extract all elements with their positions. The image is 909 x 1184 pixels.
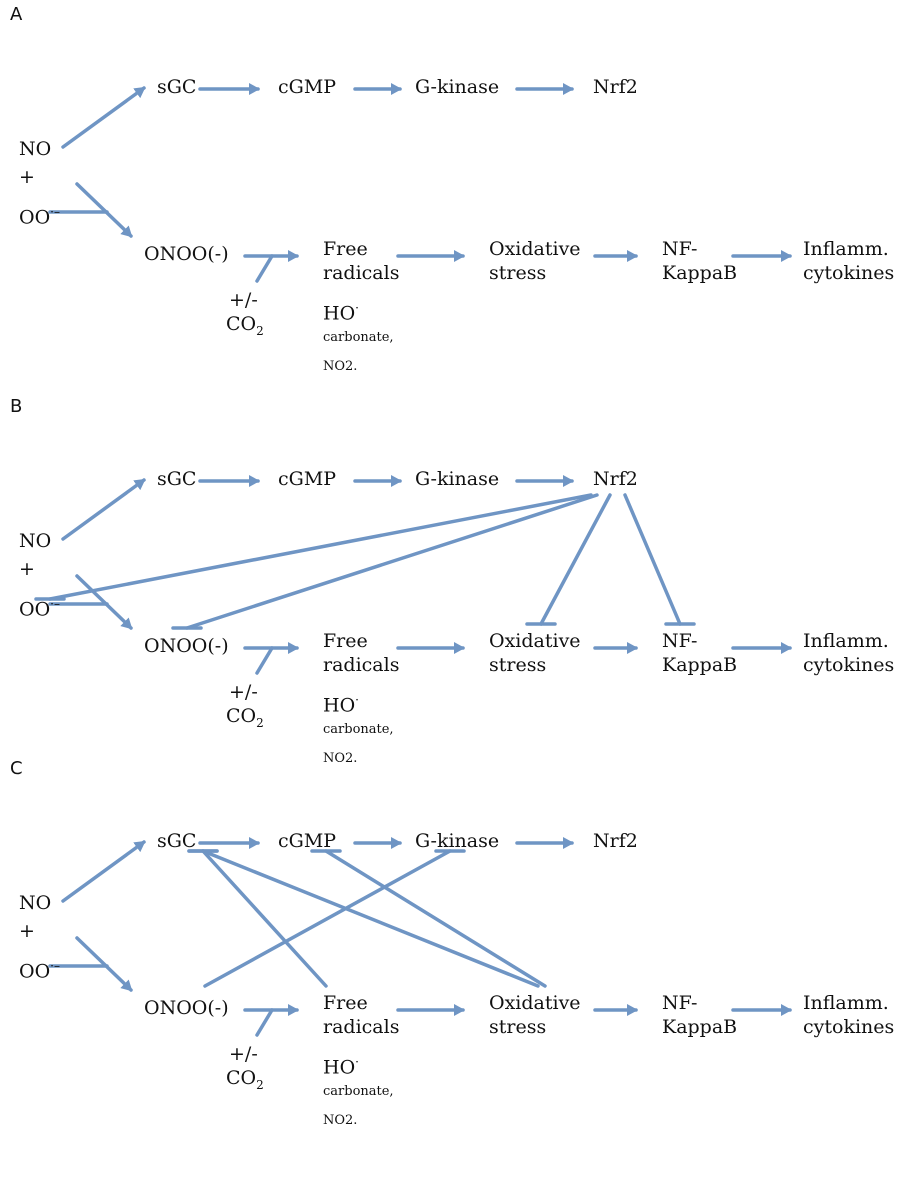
- node-cytokines-line1: Inflamm.: [803, 992, 889, 1014]
- node-oxidative-stress-line2: stress: [489, 654, 547, 676]
- inhibition-free-radicals-to-sgc: [201, 849, 328, 988]
- node-oxidative-stress-line1: Oxidative: [489, 992, 581, 1014]
- node-plus-minus: +/-: [229, 1043, 258, 1065]
- node-free-radicals-line2: radicals: [323, 654, 400, 676]
- node-superoxide: OO·–: [19, 959, 60, 983]
- node-free-radicals-line1: Free: [323, 992, 368, 1014]
- node-peroxynitrite: ONOO(-): [144, 997, 229, 1019]
- node-oxidative-stress-line1: Oxidative: [489, 630, 581, 652]
- node-sgc: sGC: [157, 76, 197, 98]
- node-hydroxyl-radical: HO·: [323, 1055, 359, 1079]
- inhibition-peroxynitrite-to-gkinase: [203, 849, 452, 988]
- arrow-layer: [34, 475, 792, 675]
- pathway-panel-a: A NO + OO·–: [0, 0, 909, 380]
- node-no2: NO2.: [323, 359, 358, 374]
- node-sgc: sGC: [157, 830, 197, 852]
- node-cytokines-line1: Inflamm.: [803, 238, 889, 260]
- node-nrf2: Nrf2: [593, 830, 638, 852]
- node-hydroxyl-radical: HO·: [323, 301, 359, 325]
- node-nfkappab-line1: NF-: [662, 238, 698, 260]
- node-nrf2: Nrf2: [593, 76, 638, 98]
- node-gkinase: G-kinase: [415, 76, 500, 98]
- inhibition-nrf2-to-oxidative-stress: [539, 493, 612, 626]
- node-cytokines-line2: cytokines: [803, 654, 895, 676]
- co2-join-line: [255, 646, 274, 675]
- pathway-panel-c: C NO + OO·–: [0, 754, 909, 1134]
- inhibition-nrf2-to-superoxide: [48, 493, 593, 601]
- node-superoxide: OO·–: [19, 205, 60, 229]
- node-cgmp: cGMP: [278, 830, 337, 852]
- node-superoxide: OO·–: [19, 597, 60, 621]
- node-cgmp: cGMP: [278, 76, 337, 98]
- node-carbonate: carbonate,: [323, 330, 394, 345]
- co2-join-line: [255, 254, 274, 283]
- node-nfkappab-line2: KappaB: [662, 1016, 738, 1038]
- node-gkinase: G-kinase: [415, 468, 500, 490]
- node-plus-minus: +/-: [229, 681, 258, 703]
- arrow-no-to-sgc: [61, 478, 146, 541]
- node-no: NO: [19, 138, 52, 160]
- co2-join-line: [255, 1008, 274, 1037]
- arrow-no-to-sgc: [61, 840, 146, 903]
- node-plus-minus: +/-: [229, 289, 258, 311]
- node-carbonate: carbonate,: [323, 1084, 394, 1099]
- node-no2: NO2.: [323, 751, 358, 766]
- node-gkinase: G-kinase: [415, 830, 500, 852]
- node-plus: +: [19, 558, 35, 580]
- inhibition-nrf2-to-nfkappab: [623, 493, 682, 626]
- node-carbonate: carbonate,: [323, 722, 394, 737]
- panel-label: B: [10, 396, 23, 417]
- arrow-no-oo-to-onoo: [75, 182, 133, 238]
- node-cgmp: cGMP: [278, 468, 337, 490]
- node-peroxynitrite: ONOO(-): [144, 635, 229, 657]
- node-free-radicals-line1: Free: [323, 238, 368, 260]
- node-oxidative-stress-line2: stress: [489, 262, 547, 284]
- panel-label: A: [10, 4, 23, 25]
- panel-label: C: [10, 758, 23, 779]
- node-oxidative-stress-line1: Oxidative: [489, 238, 581, 260]
- node-no: NO: [19, 530, 52, 552]
- node-cytokines-line1: Inflamm.: [803, 630, 889, 652]
- arrow-no-oo-to-onoo: [75, 936, 133, 992]
- node-peroxynitrite: ONOO(-): [144, 243, 229, 265]
- arrow-no-to-sgc: [61, 86, 146, 149]
- node-nfkappab-line1: NF-: [662, 630, 698, 652]
- node-plus: +: [19, 920, 35, 942]
- node-co2: CO2: [226, 313, 264, 338]
- pathway-panel-b: B NO + OO·–: [0, 392, 909, 772]
- inhibition-oxidative-stress-to-sgc: [201, 849, 540, 988]
- arrow-layer: [48, 837, 792, 1037]
- node-free-radicals-line1: Free: [323, 630, 368, 652]
- node-cytokines-line2: cytokines: [803, 1016, 895, 1038]
- arrow-no-oo-to-onoo: [75, 574, 133, 630]
- node-cytokines-line2: cytokines: [803, 262, 895, 284]
- node-co2: CO2: [226, 1067, 264, 1092]
- inhibition-nrf2-to-peroxynitrite: [185, 493, 599, 630]
- node-oxidative-stress-line2: stress: [489, 1016, 547, 1038]
- node-hydroxyl-radical: HO·: [323, 693, 359, 717]
- node-sgc: sGC: [157, 468, 197, 490]
- inhibition-oxidative-stress-to-cgmp: [324, 849, 547, 988]
- node-nrf2: Nrf2: [593, 468, 638, 490]
- node-free-radicals-line2: radicals: [323, 1016, 400, 1038]
- node-nfkappab-line1: NF-: [662, 992, 698, 1014]
- node-no2: NO2.: [323, 1113, 358, 1128]
- node-nfkappab-line2: KappaB: [662, 262, 738, 284]
- node-nfkappab-line2: KappaB: [662, 654, 738, 676]
- arrow-layer: [48, 83, 792, 283]
- node-free-radicals-line2: radicals: [323, 262, 400, 284]
- node-plus: +: [19, 166, 35, 188]
- node-co2: CO2: [226, 705, 264, 730]
- node-no: NO: [19, 892, 52, 914]
